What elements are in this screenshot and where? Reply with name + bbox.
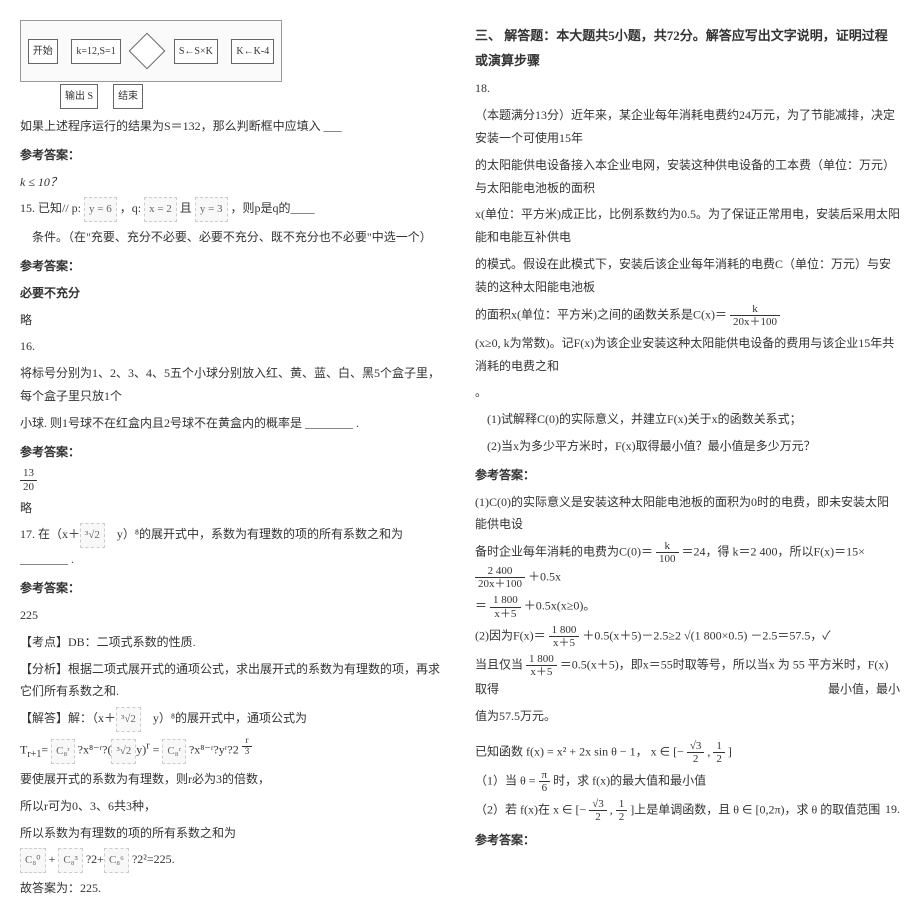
- flowchart: 开始 k=12,S=1 S←S×K K←K-4: [20, 20, 282, 82]
- flow-step1: S←S×K: [174, 39, 218, 64]
- q16-num: 16.: [20, 335, 445, 358]
- final-calc: C₈⁰ + C₈³ ?2+C₈⁶ ?2²=225.: [20, 848, 445, 873]
- math-inline: y = 6: [84, 197, 117, 222]
- flow-answer: k ≤ 10？: [20, 171, 445, 194]
- q16b: 小球. 则1号球不在红盒内且2号球不在黄盒内的概率是 ________ .: [20, 412, 445, 435]
- a18-1: (1)C(0)的实际意义是安装这种太阳能电池板的面积为0时的电费，即未安装太阳能…: [475, 491, 900, 537]
- q19-1: （1）当 θ = π6 时，求 f(x)的最大值和最小值: [475, 769, 900, 794]
- flow-end: 结束: [113, 84, 143, 109]
- q17: 17. 在（x＋³√2 y）⁸的展开式中，系数为有理数的项的所有系数之和为___…: [20, 523, 445, 571]
- p18f: (x≥0, k为常数)。记F(x)为该企业安装这种太阳能供电设备的费用与该企业1…: [475, 332, 900, 378]
- q19-intro: 已知函数 f(x) = x² + 2x sin θ − 1， x ∈ [− √3…: [475, 740, 900, 765]
- flow-step2: K←K-4: [231, 39, 274, 64]
- answer-label-flow: 参考答案：: [20, 144, 445, 167]
- math-inline: y = 3: [195, 197, 228, 222]
- a18-4: (2)因为F(x)＝ 1 800x＋5 ＋0.5(x＋5)－2.5≥2 √(1 …: [475, 624, 900, 649]
- p18c: x(单位：平方米)成正比，比例系数约为0.5。为了保证正常用电，安装后采用太阳能…: [475, 203, 900, 249]
- line3: 所以系数为有理数的项的所有系数之和为: [20, 822, 445, 845]
- flow-decision: [129, 33, 166, 70]
- p18dot: 。: [475, 381, 900, 404]
- answer-label-16: 参考答案：: [20, 441, 445, 464]
- math-inline: x = 2: [144, 197, 177, 222]
- lue2: 略: [20, 497, 445, 520]
- lue1: 略: [20, 309, 445, 332]
- left-column: 开始 k=12,S=1 S←S×K K←K-4 输出 S 结束 如果上述程序运行…: [20, 20, 445, 904]
- section-3-title: 三、 解答题：本大题共5小题，共72分。解答应写出文字说明，证明过程或演算步骤: [475, 24, 900, 73]
- kaodian: 【考点】DB：二项式系数的性质.: [20, 631, 445, 654]
- flow-init: k=12,S=1: [71, 39, 120, 64]
- p18e: 的面积x(单位：平方米)之间的函数关系是C(x)＝ k20x＋100: [475, 303, 900, 328]
- p18b: 的太阳能供电设备接入本企业电网，安装这种供电设备的工本费（单位：万元）与太阳能电…: [475, 154, 900, 200]
- answer-label-15: 参考答案：: [20, 255, 445, 278]
- a17: 225: [20, 604, 445, 627]
- fenxi: 【分析】根据二项式展开式的通项公式，求出展开式的系数为有理数的项，再求它们所有系…: [20, 658, 445, 704]
- a18-3: ＝ 1 800x＋5 ＋0.5x(x≥0)。: [475, 594, 900, 619]
- q19-num: 19.: [885, 798, 900, 821]
- q18-num: 18.: [475, 77, 900, 100]
- flow-question: 如果上述程序运行的结果为S＝132，那么判断框中应填入 ___: [20, 115, 445, 138]
- binom: C₈ʳ: [51, 739, 75, 764]
- p18d: 的模式。假设在此模式下，安装后该企业每年消耗的电费C（单位：万元）与安装的这种太…: [475, 253, 900, 299]
- p18a: （本题满分13分）近年来，某企业每年消耗电费约24万元，为了节能减排，决定安装一…: [475, 104, 900, 150]
- p18q2: (2)当x为多少平方米时，F(x)取得最小值？最小值是多少万元？: [475, 435, 900, 458]
- a18-5: 当且仅当 1 800x＋5 ＝0.5(x＋5)，即x＝55时取等号，所以当x 为…: [475, 653, 900, 701]
- answer-label-17: 参考答案：: [20, 577, 445, 600]
- q15: 15. 已知// p: y = 6 ，q: x = 2 且 y = 3 ，则p是…: [20, 197, 445, 222]
- p18q1: (1)试解释C(0)的实际意义，并建立F(x)关于x的函数关系式；: [475, 408, 900, 431]
- q16a: 将标号分别为1、2、3、4、5五个小球分别放入红、黄、蓝、白、黑5个盒子里，每个…: [20, 362, 445, 408]
- binom: C₈³: [58, 848, 82, 873]
- cube-root: ³√2: [111, 739, 136, 764]
- binom: C₈ʳ: [162, 739, 186, 764]
- cube-root: ³√2: [80, 523, 105, 548]
- jieda: 【解答】解：（x＋³√2 y）⁸的展开式中，通项公式为: [20, 707, 445, 732]
- a16: 1320: [20, 467, 445, 492]
- q15-cond: 条件。（在"充要、充分不必要、必要不充分、既不充分也不必要"中选一个）: [20, 226, 445, 249]
- right-column: 三、 解答题：本大题共5小题，共72分。解答应写出文字说明，证明过程或演算步骤 …: [475, 20, 900, 904]
- final-answer: 故答案为：225.: [20, 877, 445, 900]
- cube-root: ³√2: [116, 707, 141, 732]
- answer-label-19: 参考答案：: [475, 829, 900, 852]
- tr-formula: Tr+1= C₈ʳ ?x⁸⁻ʳ?(³√2y)r = C₈ʳ ?x⁸⁻ʳ?yʳ?2…: [20, 736, 445, 764]
- q19-2: （2）若 f(x)在 x ∈ [− √32 , 12 ]上是单调函数，且 θ ∈…: [475, 798, 900, 823]
- line2: 所以r可为0、3、6共3种，: [20, 795, 445, 818]
- binom: C₈⁰: [20, 848, 46, 873]
- a18-2: 备时企业每年消耗的电费为C(0)＝ k100 ＝24，得 k＝2 400，所以F…: [475, 540, 900, 590]
- sqrt-expr: √(1 800×0.5): [684, 628, 747, 642]
- flow-output: 输出 S: [60, 84, 98, 109]
- a15: 必要不充分: [20, 282, 445, 305]
- answer-label-18: 参考答案：: [475, 464, 900, 487]
- line1: 要使展开式的系数为有理数，则r必为3的倍数，: [20, 768, 445, 791]
- flow-start: 开始: [28, 39, 58, 64]
- binom: C₈⁶: [104, 848, 129, 873]
- a18-6: 值为57.5万元。: [475, 705, 900, 728]
